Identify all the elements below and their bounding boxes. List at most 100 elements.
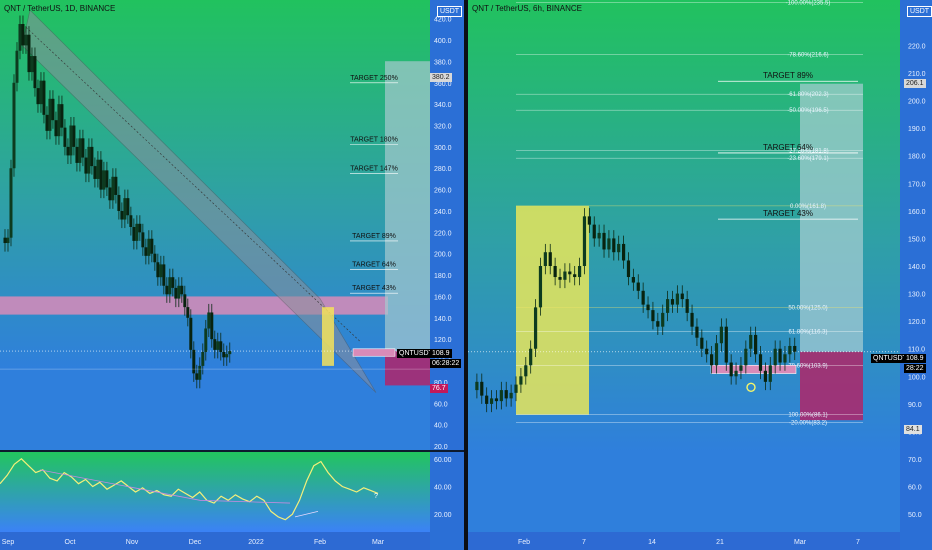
candle-body [102, 170, 106, 190]
left-y-tick-label: 120.0 [434, 337, 452, 344]
candle-body [207, 312, 211, 329]
candle-body [558, 277, 562, 280]
candle-body [529, 348, 533, 366]
right-chart-pane[interactable]: 220.0 210.0 200.0 190.0 180.0 170.0 160.0 150.0… [468, 0, 932, 550]
candle-body [714, 343, 719, 366]
right-chart-title: QNT / TetherUS, 6h, BINANCE [472, 4, 582, 13]
candle-body [626, 260, 631, 278]
left-y-tick-label: 240.0 [434, 209, 452, 216]
candle-body [597, 232, 601, 239]
candle-body [754, 334, 758, 355]
range-highlight [516, 205, 589, 415]
candle-body [36, 88, 40, 105]
candle-body [192, 349, 196, 374]
candle-body [553, 266, 557, 278]
right-x-tick-label: 14 [648, 539, 656, 546]
left-y-tick-label: 420.0 [434, 17, 452, 24]
candle-body [177, 285, 181, 299]
candle-body [485, 395, 489, 404]
right-target-price-tag: 206.1 [904, 79, 926, 88]
candle-body [57, 104, 61, 137]
candle-body [24, 34, 28, 46]
candle-body [641, 290, 645, 305]
candle-body [204, 328, 208, 352]
fib-level-label: 61.80%(116.3) [789, 329, 828, 335]
candle-body [793, 345, 797, 352]
candle-body [661, 312, 665, 327]
descending-channel [21, 9, 377, 393]
left-target-price-tag: 380.2 [430, 73, 452, 82]
right-currency-badge[interactable]: USDT [907, 6, 932, 17]
candle-body [75, 146, 79, 163]
long-position-risk-zone [800, 351, 863, 421]
right-y-tick-label: 170.0 [908, 181, 926, 188]
candle-body [758, 354, 763, 371]
left-y-tick-label: 320.0 [434, 124, 452, 131]
candle-body [78, 138, 82, 163]
candle-body [195, 373, 199, 380]
candle-body [168, 277, 172, 295]
candle-body [45, 114, 49, 131]
right-symbol-tag: QNTUSDT [871, 354, 909, 363]
candle-body [636, 282, 640, 291]
candle-body [587, 216, 591, 225]
left-y-tick-label: 280.0 [434, 166, 452, 173]
wick-highlight-circle [746, 382, 756, 393]
pane-divider[interactable] [464, 0, 468, 550]
candle-body [504, 390, 508, 399]
right-price-axis [900, 0, 932, 550]
left-y-tick-label: 40.0 [434, 423, 448, 430]
candle-body [685, 299, 689, 313]
candle-body [30, 56, 34, 73]
rsi-background [0, 452, 430, 532]
candle-body [159, 264, 163, 278]
candle-body [514, 384, 518, 393]
left-x-tick-label: Nov [126, 539, 139, 546]
candle-body [656, 321, 660, 327]
fib-level-label: 50.00%(125.0) [788, 305, 827, 311]
target-label: TARGET 180% [350, 137, 398, 144]
left-chart-svg[interactable]: 420.0 400.0 380.0 360.0 340.0 320.0 300.0 280.0… [0, 0, 464, 550]
left-currency-badge[interactable]: USDT [437, 6, 463, 17]
right-x-tick-label: Feb [518, 539, 530, 546]
candle-body [117, 194, 121, 211]
candle-body [705, 348, 709, 355]
consolidation-highlight [322, 307, 334, 366]
left-x-tick-label: Oct [65, 539, 76, 546]
fib-level-label: -61.80%(202.3) [787, 92, 828, 98]
left-stop-price-tag: 76.7 [430, 384, 448, 393]
left-y-tick-label: 180.0 [434, 273, 452, 280]
candle-body [162, 264, 166, 286]
candle-body [90, 146, 94, 167]
candle-body [51, 98, 55, 121]
right-chart-svg[interactable]: 220.0 210.0 200.0 190.0 180.0 170.0 160.0 150.0… [468, 0, 932, 550]
left-x-tick-label: Mar [372, 539, 385, 546]
candle-body [21, 24, 25, 46]
candle-body [33, 56, 37, 89]
candle-body [210, 312, 214, 340]
right-y-tick-label: 130.0 [908, 292, 926, 299]
right-x-tick-label: 7 [856, 539, 860, 546]
candle-body [548, 252, 552, 266]
fib-level-label: -23.60%(179.1) [787, 156, 828, 162]
candle-body [617, 243, 621, 253]
left-y-tick-label: 360.0 [434, 81, 452, 88]
right-y-tick-label: 140.0 [908, 264, 926, 271]
candle-body [573, 274, 577, 278]
right-price-countdown: 28:22 [904, 364, 926, 373]
candle-body [60, 104, 64, 128]
candle-body [87, 146, 91, 174]
candle-body [201, 351, 205, 366]
candle-body [180, 285, 184, 295]
left-y-tick-label: 400.0 [434, 38, 452, 45]
candle-body [651, 310, 655, 322]
long-position-profit-zone [385, 61, 430, 352]
left-chart-title: QNT / TetherUS, 1D, BINANCE [4, 4, 116, 13]
candle-body [480, 381, 484, 396]
target-label: TARGET 43% [352, 285, 396, 292]
candle-body [198, 365, 202, 380]
fib-level-label: 100.00%(86.1) [788, 413, 827, 419]
rsi-divergence-arrow [294, 510, 319, 518]
candle-body [72, 125, 76, 147]
left-chart-pane[interactable]: 420.0 400.0 380.0 360.0 340.0 320.0 300.0 280.0… [0, 0, 464, 550]
